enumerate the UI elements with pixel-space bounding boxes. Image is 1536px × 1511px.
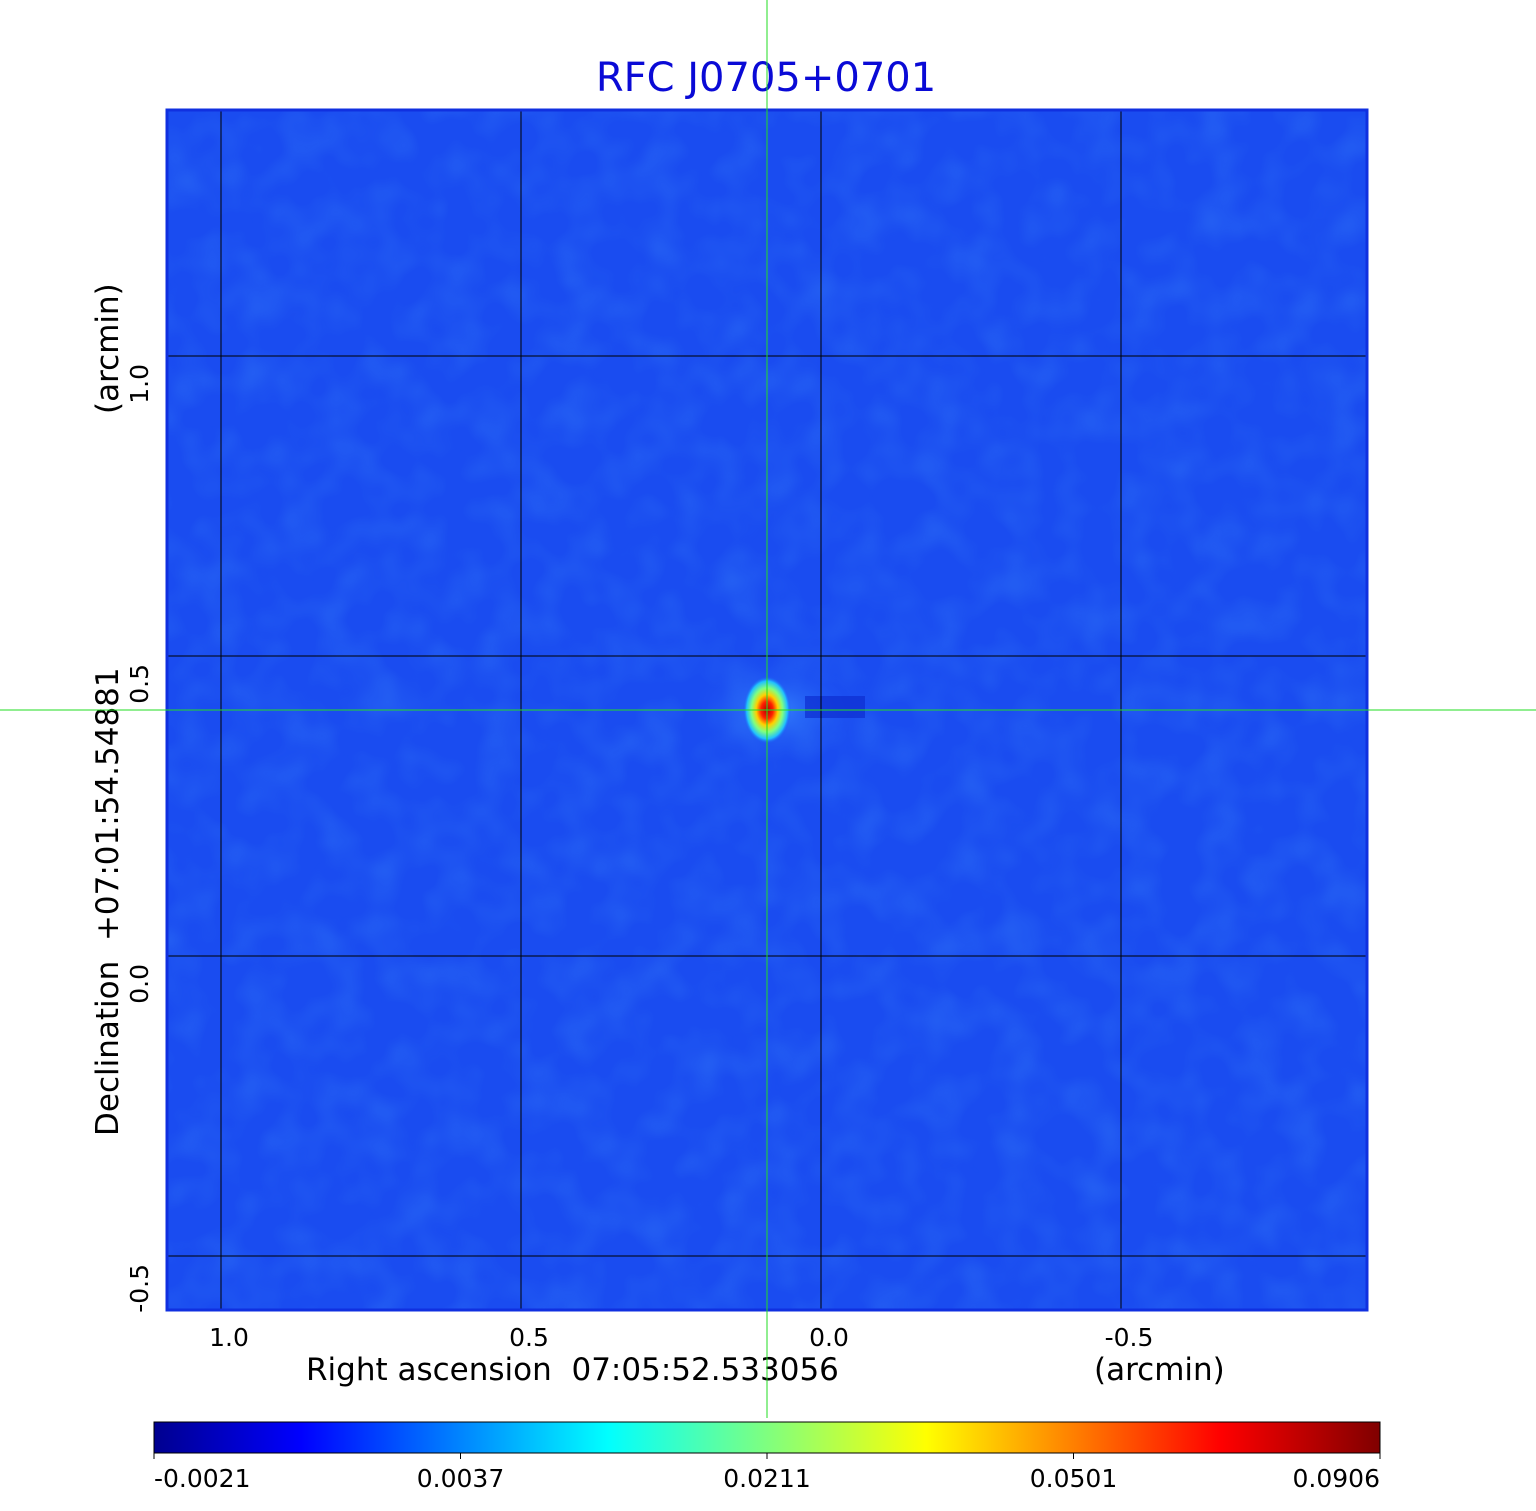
x-axis-label: Right ascension 07:05:52.533056 bbox=[306, 1352, 839, 1388]
colorbar-tick-label: 0.0501 bbox=[1030, 1464, 1117, 1493]
x-tick-label: 0.0 bbox=[809, 1323, 849, 1352]
colorbar-ticks: -0.0021 0.0037 0.0211 0.0501 0.0906 bbox=[153, 1453, 1381, 1493]
y-tick-label: 0.0 bbox=[125, 964, 154, 1004]
negative-sidelobe bbox=[805, 696, 865, 718]
colorbar-tick-label: 0.0906 bbox=[1293, 1464, 1380, 1493]
colorbar-tick-label: 0.0211 bbox=[723, 1464, 810, 1493]
colorbar-gradient bbox=[153, 1421, 1381, 1454]
colorbar-tick-label: -0.0021 bbox=[154, 1464, 251, 1493]
crosshair bbox=[0, 0, 1536, 1418]
x-tick-label: 0.5 bbox=[509, 1323, 549, 1352]
chart-title: RFC J0705+0701 bbox=[596, 55, 936, 101]
colorbar: -0.0021 0.0037 0.0211 0.0501 0.0906 bbox=[153, 1421, 1381, 1493]
colorbar-tick-label: 0.0037 bbox=[417, 1464, 504, 1493]
y-axis-label: Declination +07:01:54.54881 bbox=[90, 667, 126, 1136]
y-tick-label: 1.0 bbox=[125, 364, 154, 404]
y-tick-label: -0.5 bbox=[125, 1264, 154, 1313]
x-axis-unit: (arcmin) bbox=[1094, 1352, 1225, 1388]
x-tick-labels: 1.0 0.5 0.0 -0.5 bbox=[209, 1323, 1153, 1352]
y-axis-unit: (arcmin) bbox=[90, 283, 126, 414]
y-tick-labels: 1.0 0.5 0.0 -0.5 bbox=[125, 364, 154, 1313]
x-tick-label: 1.0 bbox=[209, 1323, 249, 1352]
y-tick-label: 0.5 bbox=[125, 664, 154, 704]
x-tick-label: -0.5 bbox=[1105, 1323, 1154, 1352]
